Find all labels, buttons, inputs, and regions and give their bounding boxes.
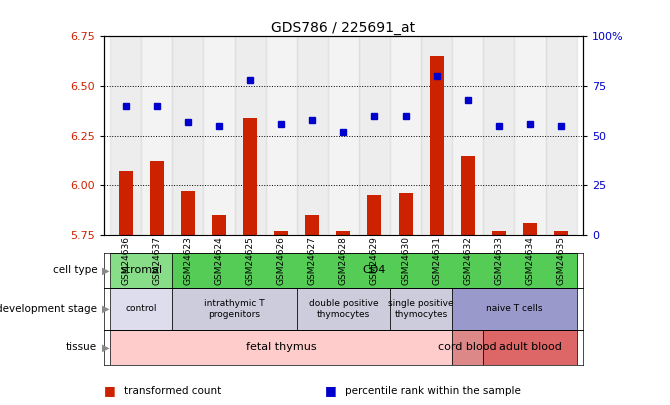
Bar xyxy=(172,253,577,288)
Bar xyxy=(545,36,577,235)
Bar xyxy=(212,215,226,235)
Bar xyxy=(421,36,452,235)
Bar xyxy=(172,288,297,330)
Bar xyxy=(336,231,350,235)
Bar xyxy=(110,253,172,288)
Bar xyxy=(399,193,413,235)
Bar xyxy=(110,36,141,235)
Text: ■: ■ xyxy=(325,384,337,397)
Text: development stage: development stage xyxy=(0,304,97,314)
Bar xyxy=(461,156,475,235)
Bar xyxy=(204,36,234,235)
Text: adult blood: adult blood xyxy=(498,342,561,352)
Text: cord blood: cord blood xyxy=(438,342,497,352)
Bar xyxy=(515,36,545,235)
Bar xyxy=(119,171,133,235)
Bar xyxy=(483,36,515,235)
Bar xyxy=(390,288,452,330)
Text: cell type: cell type xyxy=(52,265,97,275)
Text: ▶: ▶ xyxy=(102,304,109,314)
Text: control: control xyxy=(125,304,157,313)
Bar xyxy=(523,223,537,235)
Bar xyxy=(172,36,204,235)
Text: CD4: CD4 xyxy=(362,265,386,275)
Bar xyxy=(141,36,172,235)
Bar xyxy=(265,36,297,235)
Bar xyxy=(274,231,288,235)
Bar xyxy=(554,231,568,235)
Text: ■: ■ xyxy=(104,384,116,397)
Text: percentile rank within the sample: percentile rank within the sample xyxy=(345,386,521,396)
Bar xyxy=(390,36,421,235)
Bar xyxy=(367,195,381,235)
Bar xyxy=(429,56,444,235)
Title: GDS786 / 225691_at: GDS786 / 225691_at xyxy=(271,21,415,35)
Bar xyxy=(110,288,172,330)
Bar xyxy=(452,288,577,330)
Text: ▶: ▶ xyxy=(102,342,109,352)
Bar xyxy=(243,118,257,235)
Bar xyxy=(452,36,483,235)
Bar xyxy=(452,330,483,364)
Text: transformed count: transformed count xyxy=(124,386,221,396)
Bar xyxy=(149,162,163,235)
Bar xyxy=(359,36,390,235)
Bar xyxy=(306,215,320,235)
Bar xyxy=(328,36,359,235)
Bar xyxy=(181,191,195,235)
Bar xyxy=(110,330,452,364)
Bar xyxy=(483,330,577,364)
Bar xyxy=(297,36,328,235)
Text: double positive
thymocytes: double positive thymocytes xyxy=(309,299,378,318)
Text: tissue: tissue xyxy=(66,342,97,352)
Text: stromal: stromal xyxy=(120,265,162,275)
Text: intrathymic T
progenitors: intrathymic T progenitors xyxy=(204,299,265,318)
Bar xyxy=(297,288,390,330)
Text: naive T cells: naive T cells xyxy=(486,304,543,313)
Text: single positive
thymocytes: single positive thymocytes xyxy=(389,299,454,318)
Text: fetal thymus: fetal thymus xyxy=(246,342,316,352)
Text: ▶: ▶ xyxy=(102,265,109,275)
Bar xyxy=(492,231,506,235)
Bar xyxy=(234,36,265,235)
